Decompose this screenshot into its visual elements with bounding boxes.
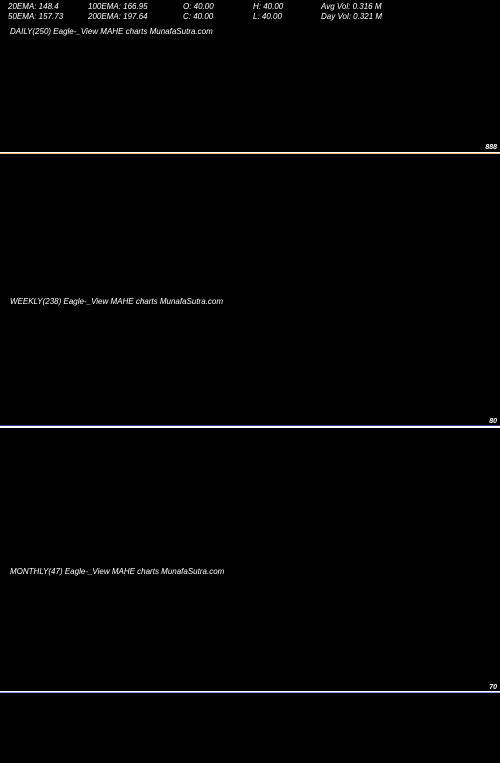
stat-high: H: 40.00 xyxy=(253,2,321,12)
stat-open: O: 40.00 xyxy=(183,2,253,12)
chart-area-daily: 888 xyxy=(0,40,500,154)
price-label-monthly: 70 xyxy=(489,684,497,691)
stat-ema100: 100EMA: 166.95 xyxy=(88,2,183,12)
chart-title-daily: DAILY(250) Eagle-_View MAHE charts Munaf… xyxy=(0,23,500,40)
stat-row-1: 20EMA: 148.4 100EMA: 166.95 O: 40.00 H: … xyxy=(8,2,492,12)
price-label-daily: 888 xyxy=(485,144,497,151)
accent-line-weekly xyxy=(0,425,500,426)
stat-ema200: 200EMA: 197.64 xyxy=(88,12,183,22)
chart-title-monthly: MONTHLY(47) Eagle-_View MAHE charts Muna… xyxy=(0,563,500,580)
stat-ema20: 20EMA: 148.4 xyxy=(8,2,88,12)
chart-area-weekly: 80 xyxy=(0,310,500,428)
chart-panel-weekly: WEEKLY(238) Eagle-_View MAHE charts Muna… xyxy=(0,293,500,493)
header-stats: 20EMA: 148.4 100EMA: 166.95 O: 40.00 H: … xyxy=(0,0,500,23)
stat-low: L: 40.00 xyxy=(253,12,321,22)
chart-area-monthly: 70 xyxy=(0,580,500,693)
chart-panel-daily: DAILY(250) Eagle-_View MAHE charts Munaf… xyxy=(0,23,500,223)
chart-panel-monthly: MONTHLY(47) Eagle-_View MAHE charts Muna… xyxy=(0,563,500,763)
stat-dayvol: Day Vol: 0.321 M xyxy=(321,12,431,22)
stat-row-2: 50EMA: 157.73 200EMA: 197.64 C: 40.00 L:… xyxy=(8,12,492,22)
baseline-weekly xyxy=(0,426,500,428)
stat-ema50: 50EMA: 157.73 xyxy=(8,12,88,22)
accent-line-daily xyxy=(0,153,500,154)
accent-line-monthly xyxy=(0,692,500,693)
price-label-weekly: 80 xyxy=(489,418,497,425)
stat-avgvol: Avg Vol: 0.316 M xyxy=(321,2,431,12)
chart-title-weekly: WEEKLY(238) Eagle-_View MAHE charts Muna… xyxy=(0,293,500,310)
stat-close: C: 40.00 xyxy=(183,12,253,22)
